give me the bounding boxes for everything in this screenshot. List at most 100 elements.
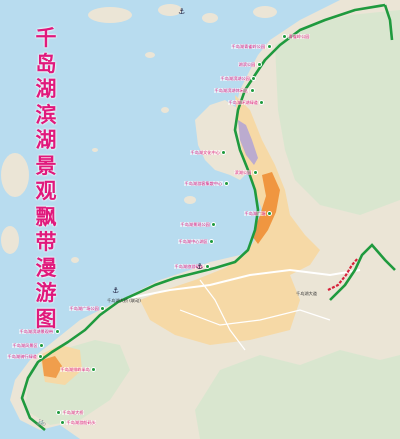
title-char: 湖 [35,128,57,152]
poi-marker[interactable]: 千岛湖滨湖公园 [220,76,257,81]
town-area [140,95,320,345]
bike-icon: 🚲 [36,417,46,426]
island-1 [1,153,29,197]
poi-label: 千岛湖游船码头 [66,420,97,425]
island-2 [1,226,19,254]
poi-marker[interactable]: 千岛湖滨湖景观带 [19,329,60,334]
title-char: 游 [35,281,57,305]
poi-label: 千岛湖大桥 [62,410,84,415]
poi-dot-icon [259,100,265,105]
poi-label: 千岛湖旅游码头 [174,264,205,269]
poi-label: 千岛湖滨湖景观带 [19,329,54,334]
poi-label: 千岛湖游客集散中心 [184,181,223,186]
bridge-label: 千岛湖大桥 (联动) [107,298,141,303]
scenic-zone-purple [238,120,258,165]
poi-marker[interactable]: 千岛湖文化中心 [190,150,227,155]
island-7 [184,196,196,204]
island-9 [92,148,98,152]
island-11 [161,107,169,113]
poi-label: 千岛湖风景区 [12,343,39,348]
poi-marker[interactable]: 千岛湖青雀岭公园 [231,44,272,49]
road-secondary-2 [199,279,246,351]
title-char: 飘 [35,204,57,229]
greenway-route [20,3,386,432]
poi-marker[interactable]: 千岛湖大桥 [56,410,84,415]
scenic-zone-orange [252,172,280,244]
road-main [119,268,361,301]
poi-label: 滨湖公园 [234,170,252,175]
poi-marker[interactable]: 湖滨公园 [238,62,262,67]
poi-label: 千岛湖环湖绿道 [228,100,259,105]
poi-marker[interactable]: 千岛湖景观公园 [180,222,217,227]
poi-dot-icon [56,410,61,415]
poi-dot-icon [209,239,215,244]
poi-label: 青雀岭公园 [288,34,310,39]
poi-dot-icon [60,420,65,425]
poi-marker[interactable]: 千岛湖游客集散中心 [184,181,229,186]
poi-marker[interactable]: 千岛湖排岭半岛 [60,367,97,372]
hills-north [275,10,400,215]
poi-marker[interactable]: 千岛湖风景区 [12,343,45,348]
poi-label: 千岛湖广场 [244,211,266,216]
poi-dot-icon [54,329,60,334]
avenue-label: 千岛湖大道 [296,291,317,296]
title-char: 滨 [35,102,57,127]
poi-dot-icon [249,88,255,93]
title-char: 漫 [35,255,57,280]
poi-label: 湖滨公园 [238,62,256,67]
poi-dot-icon [252,170,258,175]
anchor-icon: ⚓ [196,262,204,271]
poi-marker[interactable]: 千岛湖中心湖区 [178,239,215,244]
poi-label: 千岛湖骑行绿道 [7,354,38,359]
island-4 [158,4,182,16]
poi-label: 千岛湖中心湖区 [178,239,209,244]
greenway-east [329,243,396,301]
poi-dot-icon [266,211,272,216]
poi-label: 千岛湖广场公园 [69,306,100,311]
poi-dot-icon [100,306,106,311]
title-char: 图 [35,306,57,331]
poi-marker[interactable]: 千岛湖广场 [244,211,272,216]
poi-label: 千岛湖青雀岭公园 [231,44,266,49]
title-char: 观 [35,179,57,203]
anchor-icon: ⚓ [112,286,120,295]
title-char: 湖 [35,77,57,101]
poi-dot-icon [211,222,217,227]
poi-marker[interactable]: 千岛湖滨湖休闲区 [214,88,255,93]
poi-marker[interactable]: 青雀岭公园 [282,34,310,39]
poi-marker[interactable]: 千岛湖旅游码头 [174,264,211,269]
scenic-zone-orange-sw [42,356,62,378]
poi-marker[interactable]: 千岛湖广场公园 [69,306,106,311]
poi-label: 千岛湖排岭半岛 [60,367,91,372]
road-secondary [179,309,331,326]
poi-dot-icon [256,62,262,67]
island-5 [202,13,218,23]
map-title: 千 岛 湖 滨 湖 景 观 飘 带 漫 游 图 [33,26,59,332]
island-10 [71,257,79,263]
greenway-east-2 [383,4,394,41]
hills-south [195,350,400,439]
title-char: 景 [35,153,57,178]
poi-marker[interactable]: 滨湖公园 [234,170,258,175]
poi-dot-icon [91,367,97,372]
poi-label: 千岛湖景观公园 [180,222,211,227]
poi-dot-icon [223,181,229,186]
island-6 [253,6,277,18]
poi-marker[interactable]: 千岛湖骑行绿道 [7,354,44,359]
poi-marker[interactable]: 千岛湖环湖绿道 [228,100,265,105]
poi-label: 千岛湖文化中心 [190,150,221,155]
red-route [327,257,359,291]
poi-dot-icon [205,264,211,269]
title-char: 千 [35,26,57,50]
poi-dot-icon [266,44,272,49]
poi-marker[interactable]: 千岛湖游船码头 [60,420,97,425]
title-char: 岛 [35,51,57,76]
island-3 [88,7,132,23]
island-8 [145,52,155,58]
poi-dot-icon [282,34,287,39]
poi-dot-icon [251,76,257,81]
title-char: 带 [35,230,57,254]
poi-label: 千岛湖滨湖休闲区 [214,88,249,93]
